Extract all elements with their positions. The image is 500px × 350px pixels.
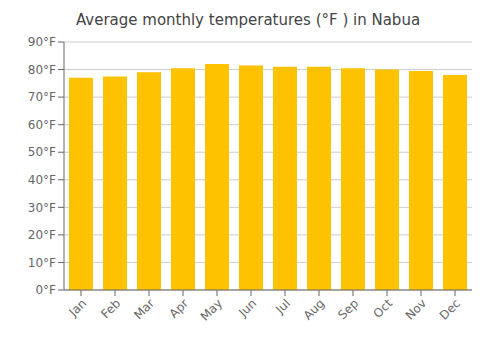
svg-text:Jan: Jan <box>65 296 89 320</box>
svg-text:30°F: 30°F <box>28 201 56 215</box>
svg-text:Mar: Mar <box>131 296 157 322</box>
svg-text:Jul: Jul <box>272 296 293 317</box>
svg-text:50°F: 50°F <box>28 145 56 159</box>
svg-text:20°F: 20°F <box>28 228 56 242</box>
svg-text:Jun: Jun <box>235 296 259 320</box>
svg-text:70°F: 70°F <box>28 90 56 104</box>
svg-text:60°F: 60°F <box>28 118 56 132</box>
svg-text:Oct: Oct <box>371 296 396 321</box>
svg-text:80°F: 80°F <box>28 63 56 77</box>
svg-text:Sep: Sep <box>335 296 361 322</box>
svg-text:90°F: 90°F <box>28 35 56 49</box>
svg-text:10°F: 10°F <box>28 256 56 270</box>
svg-text:Dec: Dec <box>437 296 463 322</box>
svg-text:40°F: 40°F <box>28 173 56 187</box>
svg-text:0°F: 0°F <box>35 283 56 297</box>
svg-text:May: May <box>198 296 225 323</box>
svg-text:Nov: Nov <box>403 296 429 322</box>
svg-text:Aug: Aug <box>301 296 327 322</box>
html-text:Average monthly temperatures (: Average monthly temperatures (°F ) in Na… <box>75 11 421 29</box>
svg-text:Apr: Apr <box>167 296 192 321</box>
svg-text:Feb: Feb <box>98 296 123 321</box>
